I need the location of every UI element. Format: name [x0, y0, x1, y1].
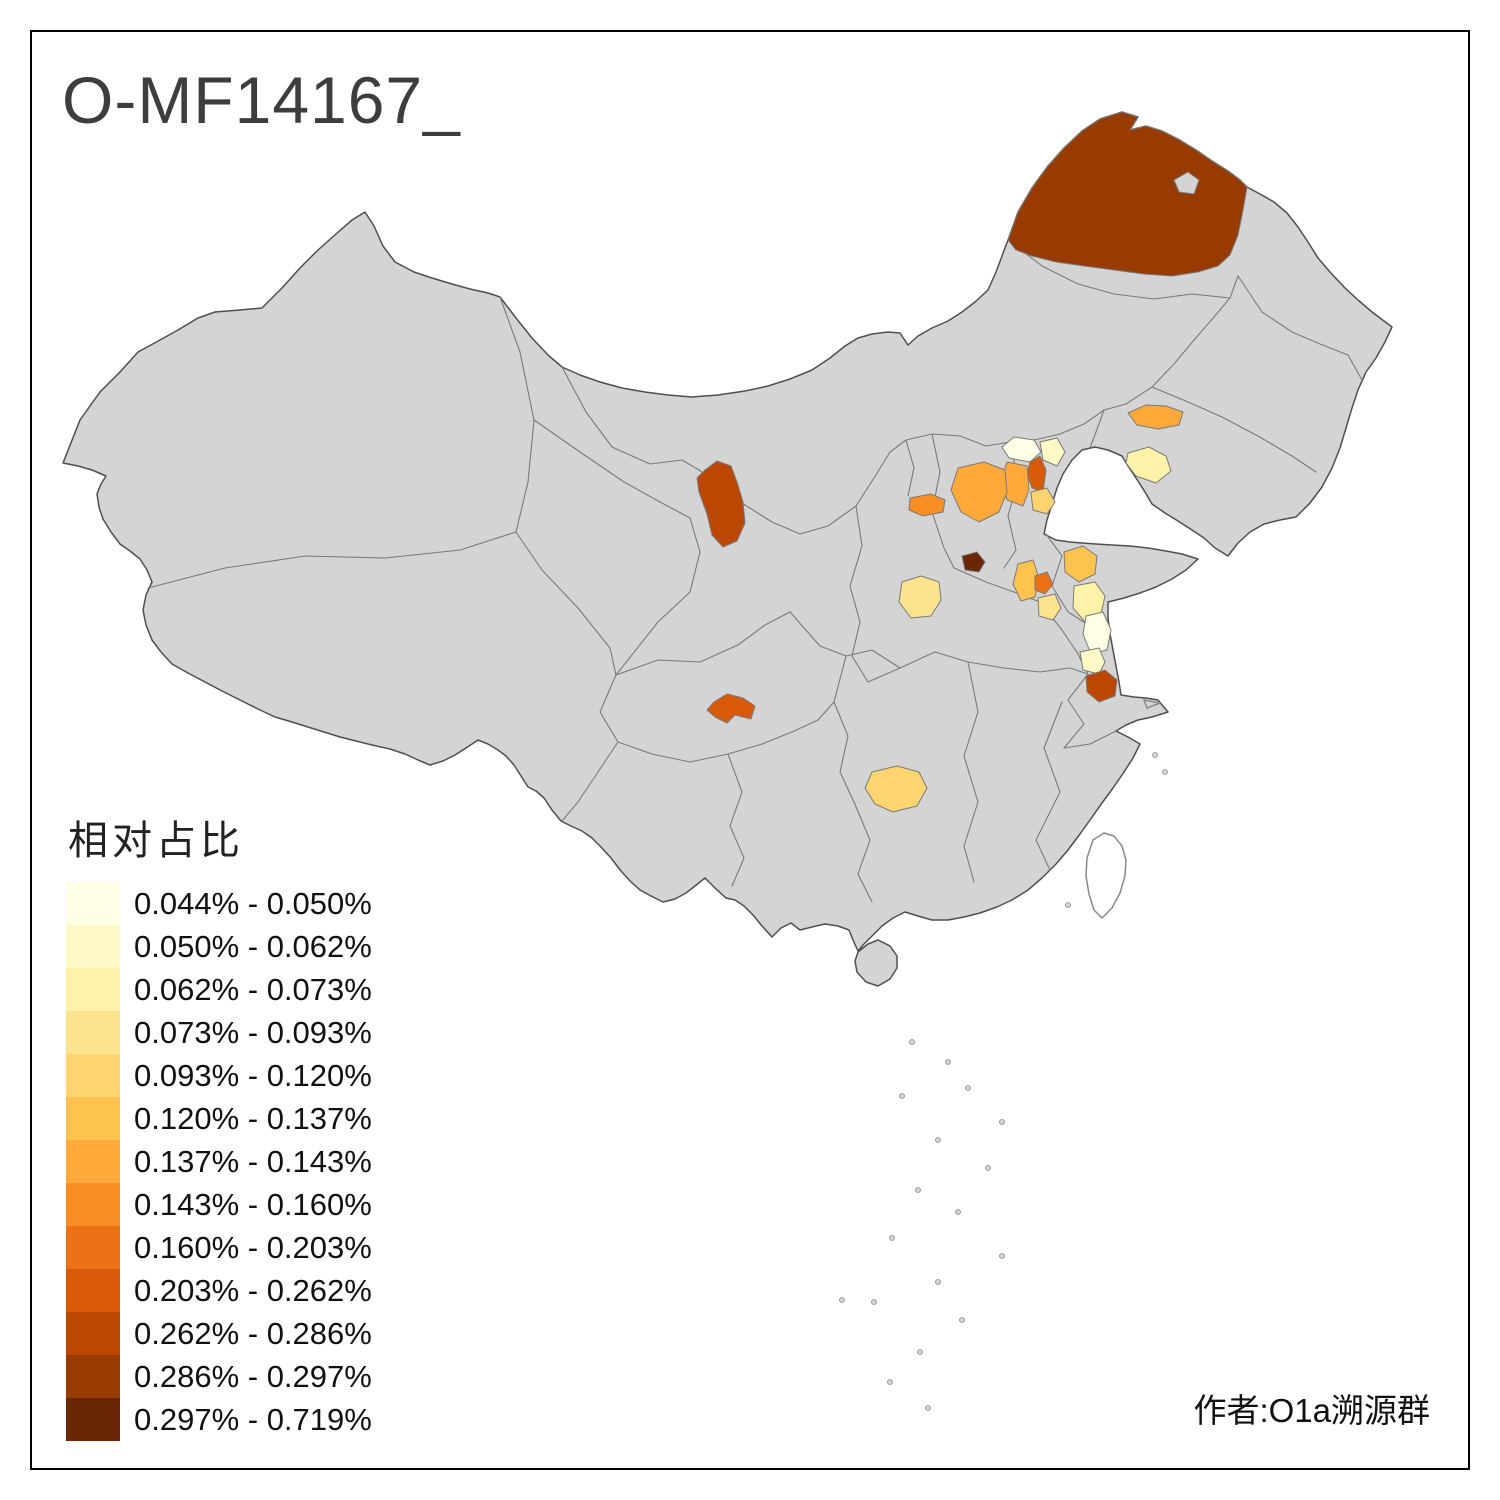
legend-swatch [66, 1054, 120, 1097]
hainan-island [854, 939, 898, 987]
legend-label: 0.160% - 0.203% [134, 1229, 372, 1265]
map-region-liaoning-dalian [1125, 446, 1172, 484]
legend-item: 0.143% - 0.160% [66, 1183, 372, 1226]
map-region-sichuan-central [706, 693, 756, 724]
legend-title: 相对占比 [68, 819, 244, 863]
legend-item: 0.203% - 0.262% [66, 1269, 372, 1312]
map-region-jiangsu-south [1085, 669, 1118, 703]
legend-swatch [66, 1312, 120, 1355]
legend-label: 0.262% - 0.286% [134, 1315, 372, 1351]
legend-swatch [66, 1398, 120, 1441]
legend-swatch [66, 1269, 120, 1312]
legend-item: 0.137% - 0.143% [66, 1140, 372, 1183]
map-region-beijing-northeast [1039, 437, 1066, 467]
legend-swatch [66, 968, 120, 1011]
legend-swatch [66, 882, 120, 925]
south-china-sea-islands [839, 752, 1168, 1411]
map-region-beijing-north [1001, 436, 1042, 463]
page-title: O-MF14167_ [62, 63, 461, 137]
legend-item: 0.044% - 0.050% [66, 882, 372, 925]
map-region-tianjin [1030, 487, 1056, 515]
legend-item: 0.160% - 0.203% [66, 1226, 372, 1269]
map-region-henan-east [1037, 593, 1062, 621]
legend-item: 0.297% - 0.719% [66, 1398, 372, 1441]
map-region-henan-north [1012, 559, 1040, 602]
map-region-shanxi-central [908, 493, 946, 517]
legend-swatch [66, 1097, 120, 1140]
legend-swatch [66, 1355, 120, 1398]
legend-item: 0.050% - 0.062% [66, 925, 372, 968]
map-region-ningxia [696, 460, 746, 548]
legend-label: 0.120% - 0.137% [134, 1100, 372, 1136]
map-region-hebei-central [950, 461, 1008, 523]
map-region-enclave [1173, 171, 1200, 195]
map-region-shaanxi-north [898, 575, 942, 619]
legend-label: 0.073% - 0.093% [134, 1014, 372, 1050]
legend-item: 0.286% - 0.297% [66, 1355, 372, 1398]
legend-item: 0.093% - 0.120% [66, 1054, 372, 1097]
legend-swatch [66, 925, 120, 968]
legend-swatch [66, 1140, 120, 1183]
legend-item: 0.262% - 0.286% [66, 1312, 372, 1355]
legend-label: 0.044% - 0.050% [134, 885, 372, 921]
legend-label: 0.137% - 0.143% [134, 1143, 372, 1179]
legend-label: 0.143% - 0.160% [134, 1186, 372, 1222]
legend-item: 0.062% - 0.073% [66, 968, 372, 1011]
map-region-jiangsu-north [1082, 611, 1112, 655]
map-region-henan-central [1034, 571, 1054, 595]
legend-swatch [66, 1183, 120, 1226]
map-region-jiangsu-central [1079, 647, 1106, 675]
legend-swatch [66, 1226, 120, 1269]
colored-regions [696, 111, 1248, 813]
legend-label: 0.297% - 0.719% [134, 1401, 372, 1437]
map-region-henan-west [961, 551, 986, 573]
legend-label: 0.203% - 0.262% [134, 1272, 372, 1308]
legend: 相对占比 0.044% - 0.050% 0.050% - 0.062% 0.0… [66, 808, 372, 1441]
legend-label: 0.093% - 0.120% [134, 1057, 372, 1093]
map-region-guizhou-central [864, 765, 928, 813]
legend-swatch [66, 1011, 120, 1054]
legend-label: 0.286% - 0.297% [134, 1358, 372, 1394]
legend-item: 0.073% - 0.093% [66, 1011, 372, 1054]
legend-item: 0.120% - 0.137% [66, 1097, 372, 1140]
map-region-heilongjiang-northwest [1007, 111, 1248, 277]
attribution: 作者:O1a溯源群 [1193, 1392, 1430, 1429]
legend-label: 0.050% - 0.062% [134, 928, 372, 964]
map-region-shandong-west [1063, 545, 1098, 583]
legend-label: 0.062% - 0.073% [134, 971, 372, 1007]
chongming-island [1143, 699, 1161, 709]
taiwan-island [1085, 832, 1127, 919]
map-region-liaoning-west [1127, 404, 1184, 430]
